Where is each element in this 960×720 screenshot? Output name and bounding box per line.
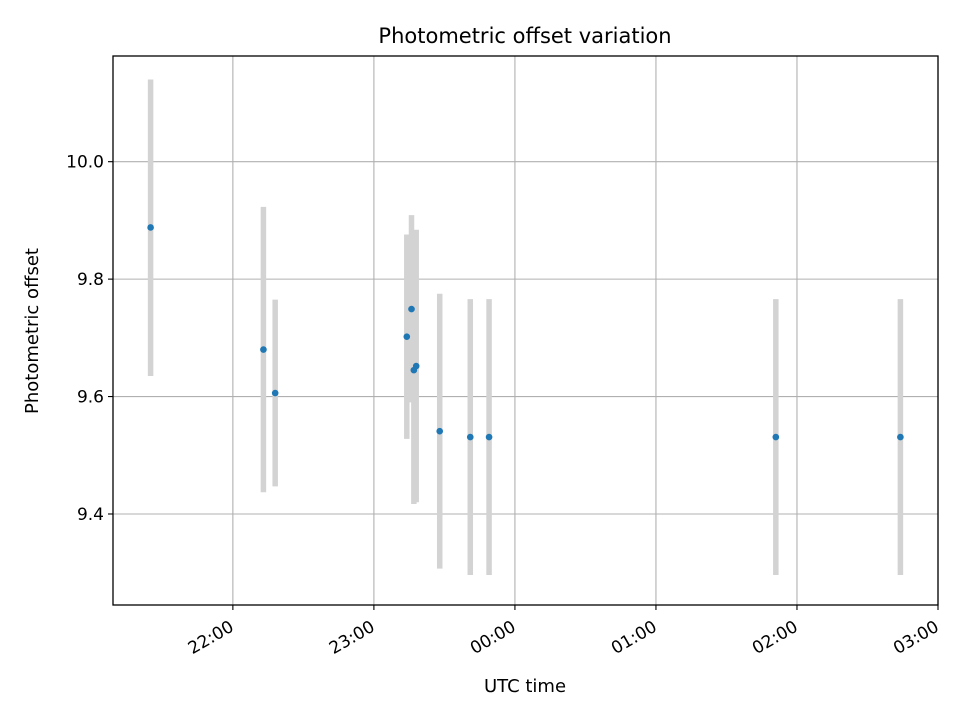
y-tick-label: 10.0 <box>66 153 104 173</box>
chart-title: Photometric offset variation <box>378 24 671 48</box>
data-point <box>897 433 904 441</box>
data-point <box>772 433 780 441</box>
y-axis-label: Photometric offset <box>22 248 43 414</box>
y-tick-label: 9.8 <box>77 270 104 290</box>
data-point <box>408 305 415 313</box>
y-tick-label: 9.4 <box>77 505 104 525</box>
data-point <box>485 433 493 441</box>
plot-frame <box>112 55 939 606</box>
data-point <box>260 346 267 353</box>
x-axis-label: UTC time <box>484 676 566 697</box>
data-point <box>403 333 411 340</box>
data-point <box>466 433 474 441</box>
y-tick-label: 9.6 <box>77 388 104 408</box>
data-points <box>147 224 904 441</box>
data-point <box>271 389 279 397</box>
data-point <box>436 427 444 435</box>
data-point <box>412 362 420 370</box>
data-point <box>147 224 154 231</box>
